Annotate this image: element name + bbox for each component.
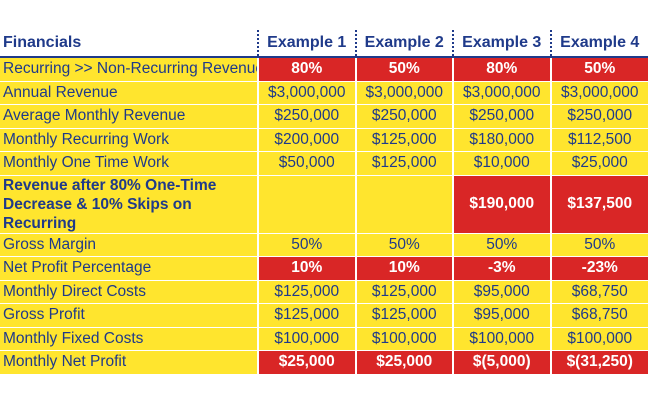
cell-example-1: $250,000 [257,104,356,128]
cell-example-3: $250,000 [452,104,551,128]
cell-example-4: $137,500 [549,174,648,233]
row-label: Gross Margin [0,232,258,257]
cell-example-3: 50% [452,232,551,257]
row-revenue-after-decrease: Revenue after 80% One-Time Decrease & 10… [0,174,648,233]
row-label: Average Monthly Revenue [0,104,258,128]
row-average-monthly-revenue: Average Monthly Revenue $250,000 $250,00… [0,104,648,128]
cell-example-4: $25,000 [549,151,648,175]
row-recurring-ratio: Recurring >> Non-Recurring Revenue 80% 5… [0,56,648,81]
header-row: Financials Example 1 Example 2 Example 3… [0,30,648,58]
cell-example-1: $125,000 [257,279,356,304]
row-monthly-direct-costs: Monthly Direct Costs $125,000 $125,000 $… [0,279,648,304]
cell-example-2: $100,000 [354,326,453,351]
cell-example-1: $100,000 [257,326,356,351]
row-monthly-one-time-work: Monthly One Time Work $50,000 $125,000 $… [0,151,648,175]
cell-example-2: 10% [354,256,453,280]
cell-example-1: 50% [257,232,356,257]
cell-example-4: $(31,250) [549,350,648,375]
header-example-2: Example 2 [354,30,453,58]
cell-example-1: $25,000 [257,350,356,375]
cell-example-2: $125,000 [354,279,453,304]
cell-example-3: 80% [452,56,551,81]
cell-example-1: $125,000 [257,303,356,327]
row-label: Recurring >> Non-Recurring Revenue [0,56,258,81]
row-label: Revenue after 80% One-Time Decrease & 10… [0,174,258,233]
row-label: Net Profit Percentage [0,256,258,280]
header-financials: Financials [0,30,258,58]
cell-example-1: 80% [257,56,356,81]
cell-example-4: $68,750 [549,303,648,327]
cell-example-2: $25,000 [354,350,453,375]
header-example-3: Example 3 [452,30,551,58]
cell-example-3: $3,000,000 [452,80,551,105]
cell-example-4: $112,500 [549,127,648,152]
cell-example-4: $250,000 [549,104,648,128]
cell-example-1: 10% [257,256,356,280]
row-net-profit-percentage: Net Profit Percentage 10% 10% -3% -23% [0,256,648,280]
row-gross-margin: Gross Margin 50% 50% 50% 50% [0,232,648,257]
row-label: Annual Revenue [0,80,258,105]
cell-example-3: $190,000 [452,174,551,233]
header-example-1: Example 1 [257,30,356,58]
cell-example-4: -23% [549,256,648,280]
row-label: Gross Profit [0,303,258,327]
row-monthly-fixed-costs: Monthly Fixed Costs $100,000 $100,000 $1… [0,326,648,351]
row-annual-revenue: Annual Revenue $3,000,000 $3,000,000 $3,… [0,80,648,105]
row-monthly-recurring-work: Monthly Recurring Work $200,000 $125,000… [0,127,648,152]
cell-example-2 [354,174,453,233]
row-label: Monthly Net Profit [0,350,258,375]
row-label: Monthly Recurring Work [0,127,258,152]
row-monthly-net-profit: Monthly Net Profit $25,000 $25,000 $(5,0… [0,350,648,375]
cell-example-4: 50% [549,232,648,257]
cell-example-3: $(5,000) [452,350,551,375]
financials-table: Financials Example 1 Example 2 Example 3… [0,30,648,375]
cell-example-1: $50,000 [257,151,356,175]
cell-example-3: $95,000 [452,303,551,327]
row-label: Monthly One Time Work [0,151,258,175]
cell-example-2: $250,000 [354,104,453,128]
row-label: Monthly Direct Costs [0,279,258,304]
cell-example-3: $95,000 [452,279,551,304]
cell-example-2: 50% [354,56,453,81]
row-label: Monthly Fixed Costs [0,326,258,351]
cell-example-1: $3,000,000 [257,80,356,105]
cell-example-2: $125,000 [354,151,453,175]
row-gross-profit: Gross Profit $125,000 $125,000 $95,000 $… [0,303,648,327]
header-example-4: Example 4 [549,30,648,58]
cell-example-1 [257,174,356,233]
cell-example-4: $3,000,000 [549,80,648,105]
cell-example-4: 50% [549,56,648,81]
cell-example-2: 50% [354,232,453,257]
cell-example-2: $3,000,000 [354,80,453,105]
cell-example-4: $100,000 [549,326,648,351]
cell-example-3: $180,000 [452,127,551,152]
cell-example-4: $68,750 [549,279,648,304]
cell-example-2: $125,000 [354,127,453,152]
cell-example-1: $200,000 [257,127,356,152]
cell-example-3: $10,000 [452,151,551,175]
cell-example-2: $125,000 [354,303,453,327]
cell-example-3: -3% [452,256,551,280]
cell-example-3: $100,000 [452,326,551,351]
